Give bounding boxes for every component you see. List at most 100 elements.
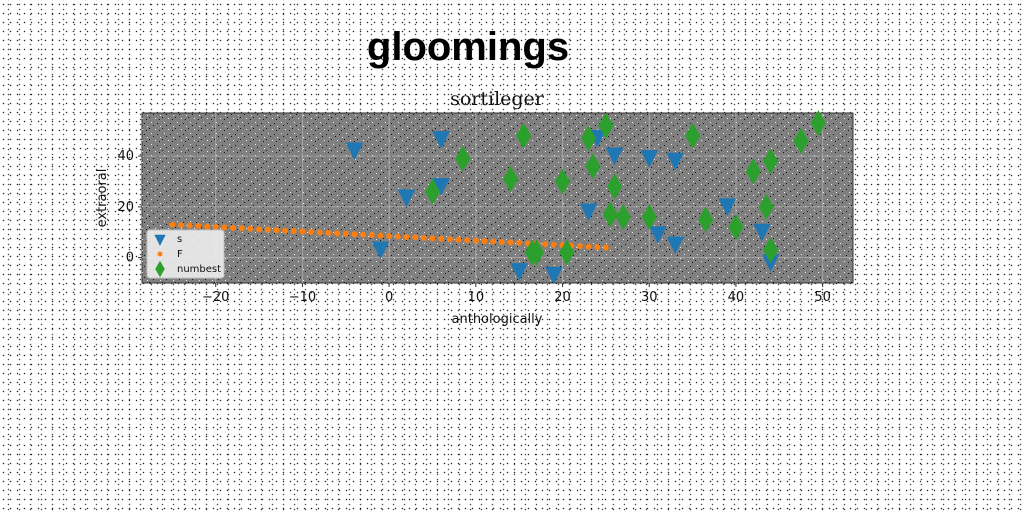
legend-box — [146, 229, 225, 279]
point-F — [594, 244, 601, 251]
point-numbest — [455, 145, 471, 172]
point-F — [169, 221, 176, 228]
point-numbest — [685, 122, 701, 149]
point-F — [204, 223, 211, 230]
point-F — [325, 229, 332, 236]
point-numbest — [606, 173, 623, 200]
point-numbest — [763, 148, 779, 175]
point-F — [342, 230, 349, 237]
point-F — [550, 241, 557, 248]
point-s — [545, 266, 563, 285]
point-numbest — [515, 122, 532, 149]
point-F — [576, 243, 583, 250]
point-F — [412, 234, 419, 241]
point-numbest — [554, 168, 571, 195]
point-numbest — [728, 214, 744, 241]
point-s — [579, 203, 598, 222]
point-numbest — [598, 112, 614, 139]
legend-marker-numbest — [155, 260, 165, 278]
legend-label-s: s — [177, 234, 182, 245]
point-s — [397, 189, 416, 208]
point-F — [455, 236, 462, 243]
y-tick-label: 40 — [117, 149, 134, 164]
point-numbest — [763, 237, 779, 264]
point-F — [316, 229, 323, 236]
point-F — [490, 238, 497, 245]
point-s — [371, 241, 390, 260]
legend-marker-F — [157, 251, 163, 257]
axes-noise — [142, 113, 853, 283]
point-s — [345, 142, 364, 161]
point-numbest — [641, 204, 657, 231]
point-F — [264, 226, 271, 233]
point-s — [666, 236, 685, 255]
ticks: −20 −10 0 10 20 30 40 50 0 20 40 — [117, 149, 830, 305]
point-F — [273, 227, 280, 234]
point-numbest — [528, 239, 545, 266]
point-F — [247, 225, 254, 232]
point-s — [649, 226, 667, 244]
point-F — [308, 228, 315, 235]
legend-marker-s — [154, 234, 166, 246]
point-F — [602, 244, 609, 251]
point-F — [230, 224, 237, 231]
point-s — [432, 178, 450, 196]
plot-area: −20 −10 0 10 20 30 40 50 0 20 40 — [117, 110, 854, 305]
point-numbest — [585, 153, 601, 180]
point-F — [429, 235, 436, 242]
point-F — [290, 228, 297, 235]
point-numbest — [615, 204, 631, 231]
point-F — [420, 234, 427, 241]
point-F — [403, 233, 410, 240]
x-axis-label: anthologically — [452, 312, 543, 327]
point-s — [718, 198, 737, 216]
point-numbest — [502, 165, 519, 192]
x-tick-label: 30 — [641, 290, 658, 305]
point-F — [221, 224, 228, 231]
point-F — [212, 223, 219, 230]
point-s — [510, 263, 528, 281]
point-F — [464, 237, 471, 244]
y-axis-label: extraoral — [95, 169, 110, 228]
point-s — [605, 147, 624, 166]
point-F — [282, 227, 289, 234]
point-numbest — [758, 193, 774, 220]
y-tick-label: 20 — [117, 200, 134, 215]
series-layer — [169, 110, 826, 285]
legend-markers — [154, 234, 166, 278]
point-s — [753, 223, 771, 242]
chart-title: sortileger — [450, 88, 545, 110]
point-numbest — [793, 127, 809, 154]
legend: s F numbest — [146, 229, 225, 279]
x-tick-label: 40 — [728, 290, 745, 305]
y-tick-label: 0 — [126, 251, 134, 266]
point-numbest — [424, 178, 441, 205]
point-numbest — [580, 125, 597, 152]
point-numbest — [698, 206, 714, 233]
x-tick-label: −10 — [289, 290, 316, 305]
point-numbest — [810, 110, 826, 137]
series-numbest — [424, 110, 826, 266]
point-F — [438, 235, 445, 242]
x-tick-label: 10 — [468, 290, 485, 305]
point-F — [446, 236, 453, 243]
point-F — [585, 243, 592, 250]
point-F — [186, 222, 193, 229]
point-F — [507, 239, 514, 246]
point-F — [238, 225, 245, 232]
point-s — [666, 152, 685, 171]
point-F — [377, 232, 384, 239]
point-F — [256, 226, 263, 233]
legend-label-numbest: numbest — [177, 264, 221, 275]
point-F — [481, 238, 488, 245]
point-F — [178, 222, 185, 229]
point-F — [516, 239, 523, 246]
x-tick-label: 0 — [385, 290, 393, 305]
suptitle: gloomings — [367, 25, 569, 69]
x-tick-label: 50 — [814, 290, 831, 305]
point-F — [334, 230, 341, 237]
point-F — [394, 233, 401, 240]
point-F — [360, 231, 367, 238]
point-F — [195, 223, 202, 230]
